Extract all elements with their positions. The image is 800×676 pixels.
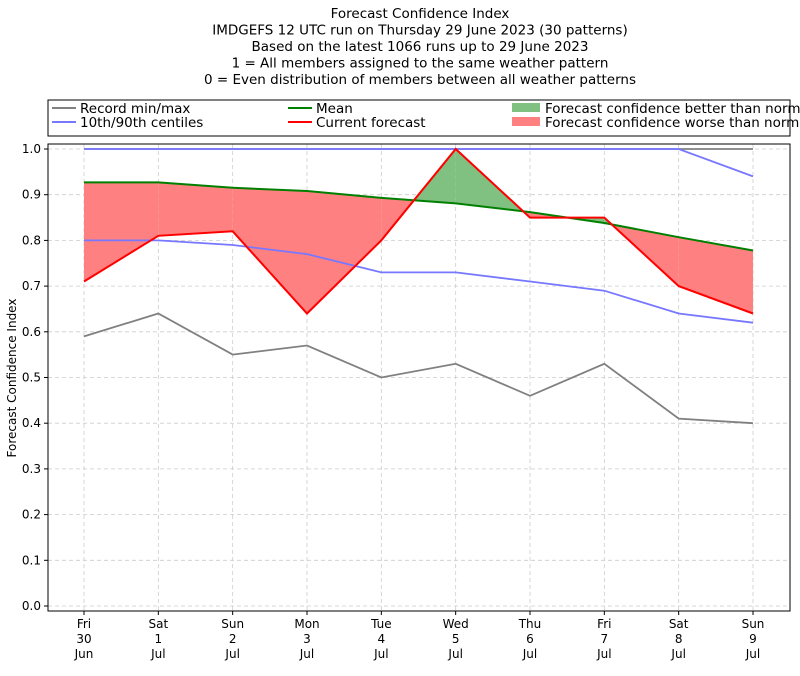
x-tick-label: Jul bbox=[745, 647, 760, 661]
legend-label: 10th/90th centiles bbox=[80, 115, 203, 131]
y-axis: 0.0 0.1 0.2 0.3 0.4 0.5 0.6 0.7 0.8 0.9 1.0 bbox=[22, 142, 48, 613]
x-tick-label: Wed bbox=[443, 617, 469, 631]
y-tick-label: 0.2 bbox=[22, 508, 41, 522]
x-tick-label: Mon bbox=[294, 617, 319, 631]
y-tick-label: 0.8 bbox=[22, 233, 41, 247]
y-tick-label: 0.3 bbox=[22, 462, 41, 476]
x-tick-label: Jul bbox=[150, 647, 165, 661]
y-tick-label: 0.5 bbox=[22, 371, 41, 385]
x-tick-label: 7 bbox=[601, 632, 609, 646]
legend-box bbox=[47, 99, 791, 137]
x-tick-label: Sun bbox=[742, 617, 765, 631]
title-line: 0 = Even distribution of members between… bbox=[204, 72, 636, 88]
title-line: IMDGEFS 12 UTC run on Thursday 29 June 2… bbox=[212, 23, 628, 39]
x-tick-label: Jul bbox=[596, 647, 611, 661]
y-tick-label: 0.4 bbox=[22, 416, 41, 430]
title-line: Forecast Confidence Index bbox=[331, 6, 510, 22]
x-axis: Fri30JunSat1JulSun2JulMon3JulTue4JulWed5… bbox=[74, 611, 765, 661]
y-tick-label: 0.6 bbox=[22, 325, 41, 339]
x-tick-label: Sat bbox=[669, 617, 689, 631]
x-tick-label: 30 bbox=[76, 632, 91, 646]
x-tick-label: 8 bbox=[675, 632, 683, 646]
x-tick-label: Thu bbox=[518, 617, 542, 631]
x-tick-label: 3 bbox=[303, 632, 311, 646]
y-tick-label: 0.7 bbox=[22, 279, 41, 293]
x-tick-label: Sun bbox=[221, 617, 244, 631]
x-tick-label: Jun bbox=[74, 647, 94, 661]
worse-than-normal-fill bbox=[158, 182, 233, 236]
legend-label: Current forecast bbox=[316, 115, 426, 131]
x-tick-label: Jul bbox=[224, 647, 239, 661]
x-tick-label: 5 bbox=[452, 632, 460, 646]
series-line-mean bbox=[84, 181, 754, 252]
y-tick-label: 1.0 bbox=[22, 142, 41, 156]
series-line-p90 bbox=[84, 148, 754, 178]
x-tick-label: Tue bbox=[370, 617, 392, 631]
legend-patch-swatch bbox=[512, 103, 540, 112]
x-tick-label: Jul bbox=[447, 647, 462, 661]
legend-label: Forecast confidence better than normal bbox=[545, 101, 800, 117]
x-tick-label: Jul bbox=[670, 647, 685, 661]
series-lines bbox=[83, 147, 754, 425]
y-tick-label: 0.1 bbox=[22, 553, 41, 567]
y-axis-label: Forecast Confidence Index bbox=[5, 299, 19, 458]
legend-label: Record min/max bbox=[80, 101, 190, 117]
worse-than-normal-fill bbox=[84, 182, 159, 282]
title-line: 1 = All members assigned to the same wea… bbox=[232, 56, 609, 72]
legend-label: Mean bbox=[316, 101, 353, 117]
series-line-p10 bbox=[84, 239, 754, 324]
y-tick-label: 0.0 bbox=[22, 599, 41, 613]
x-tick-label: 2 bbox=[229, 632, 237, 646]
x-tick-label: Jul bbox=[522, 647, 537, 661]
legend-label: Forecast confidence worse than normal bbox=[545, 115, 800, 131]
x-tick-label: Sat bbox=[148, 617, 168, 631]
x-tick-label: Fri bbox=[77, 617, 91, 631]
x-tick-label: Jul bbox=[373, 647, 388, 661]
x-tick-label: 9 bbox=[749, 632, 757, 646]
series-line-record-min bbox=[83, 312, 754, 425]
worse-than-normal-fill bbox=[307, 191, 382, 314]
x-tick-label: 6 bbox=[526, 632, 534, 646]
series-line-current bbox=[83, 147, 754, 315]
y-tick-label: 0.9 bbox=[22, 188, 41, 202]
x-tick-label: Fri bbox=[597, 617, 611, 631]
title-line: Based on the latest 1066 runs up to 29 J… bbox=[252, 39, 589, 55]
worse-than-normal-fill bbox=[678, 237, 753, 314]
legend-patch-swatch bbox=[512, 117, 540, 126]
worse-than-normal-fill bbox=[232, 187, 307, 314]
x-tick-label: Jul bbox=[299, 647, 314, 661]
x-tick-label: 1 bbox=[155, 632, 163, 646]
x-tick-label: 4 bbox=[378, 632, 386, 646]
